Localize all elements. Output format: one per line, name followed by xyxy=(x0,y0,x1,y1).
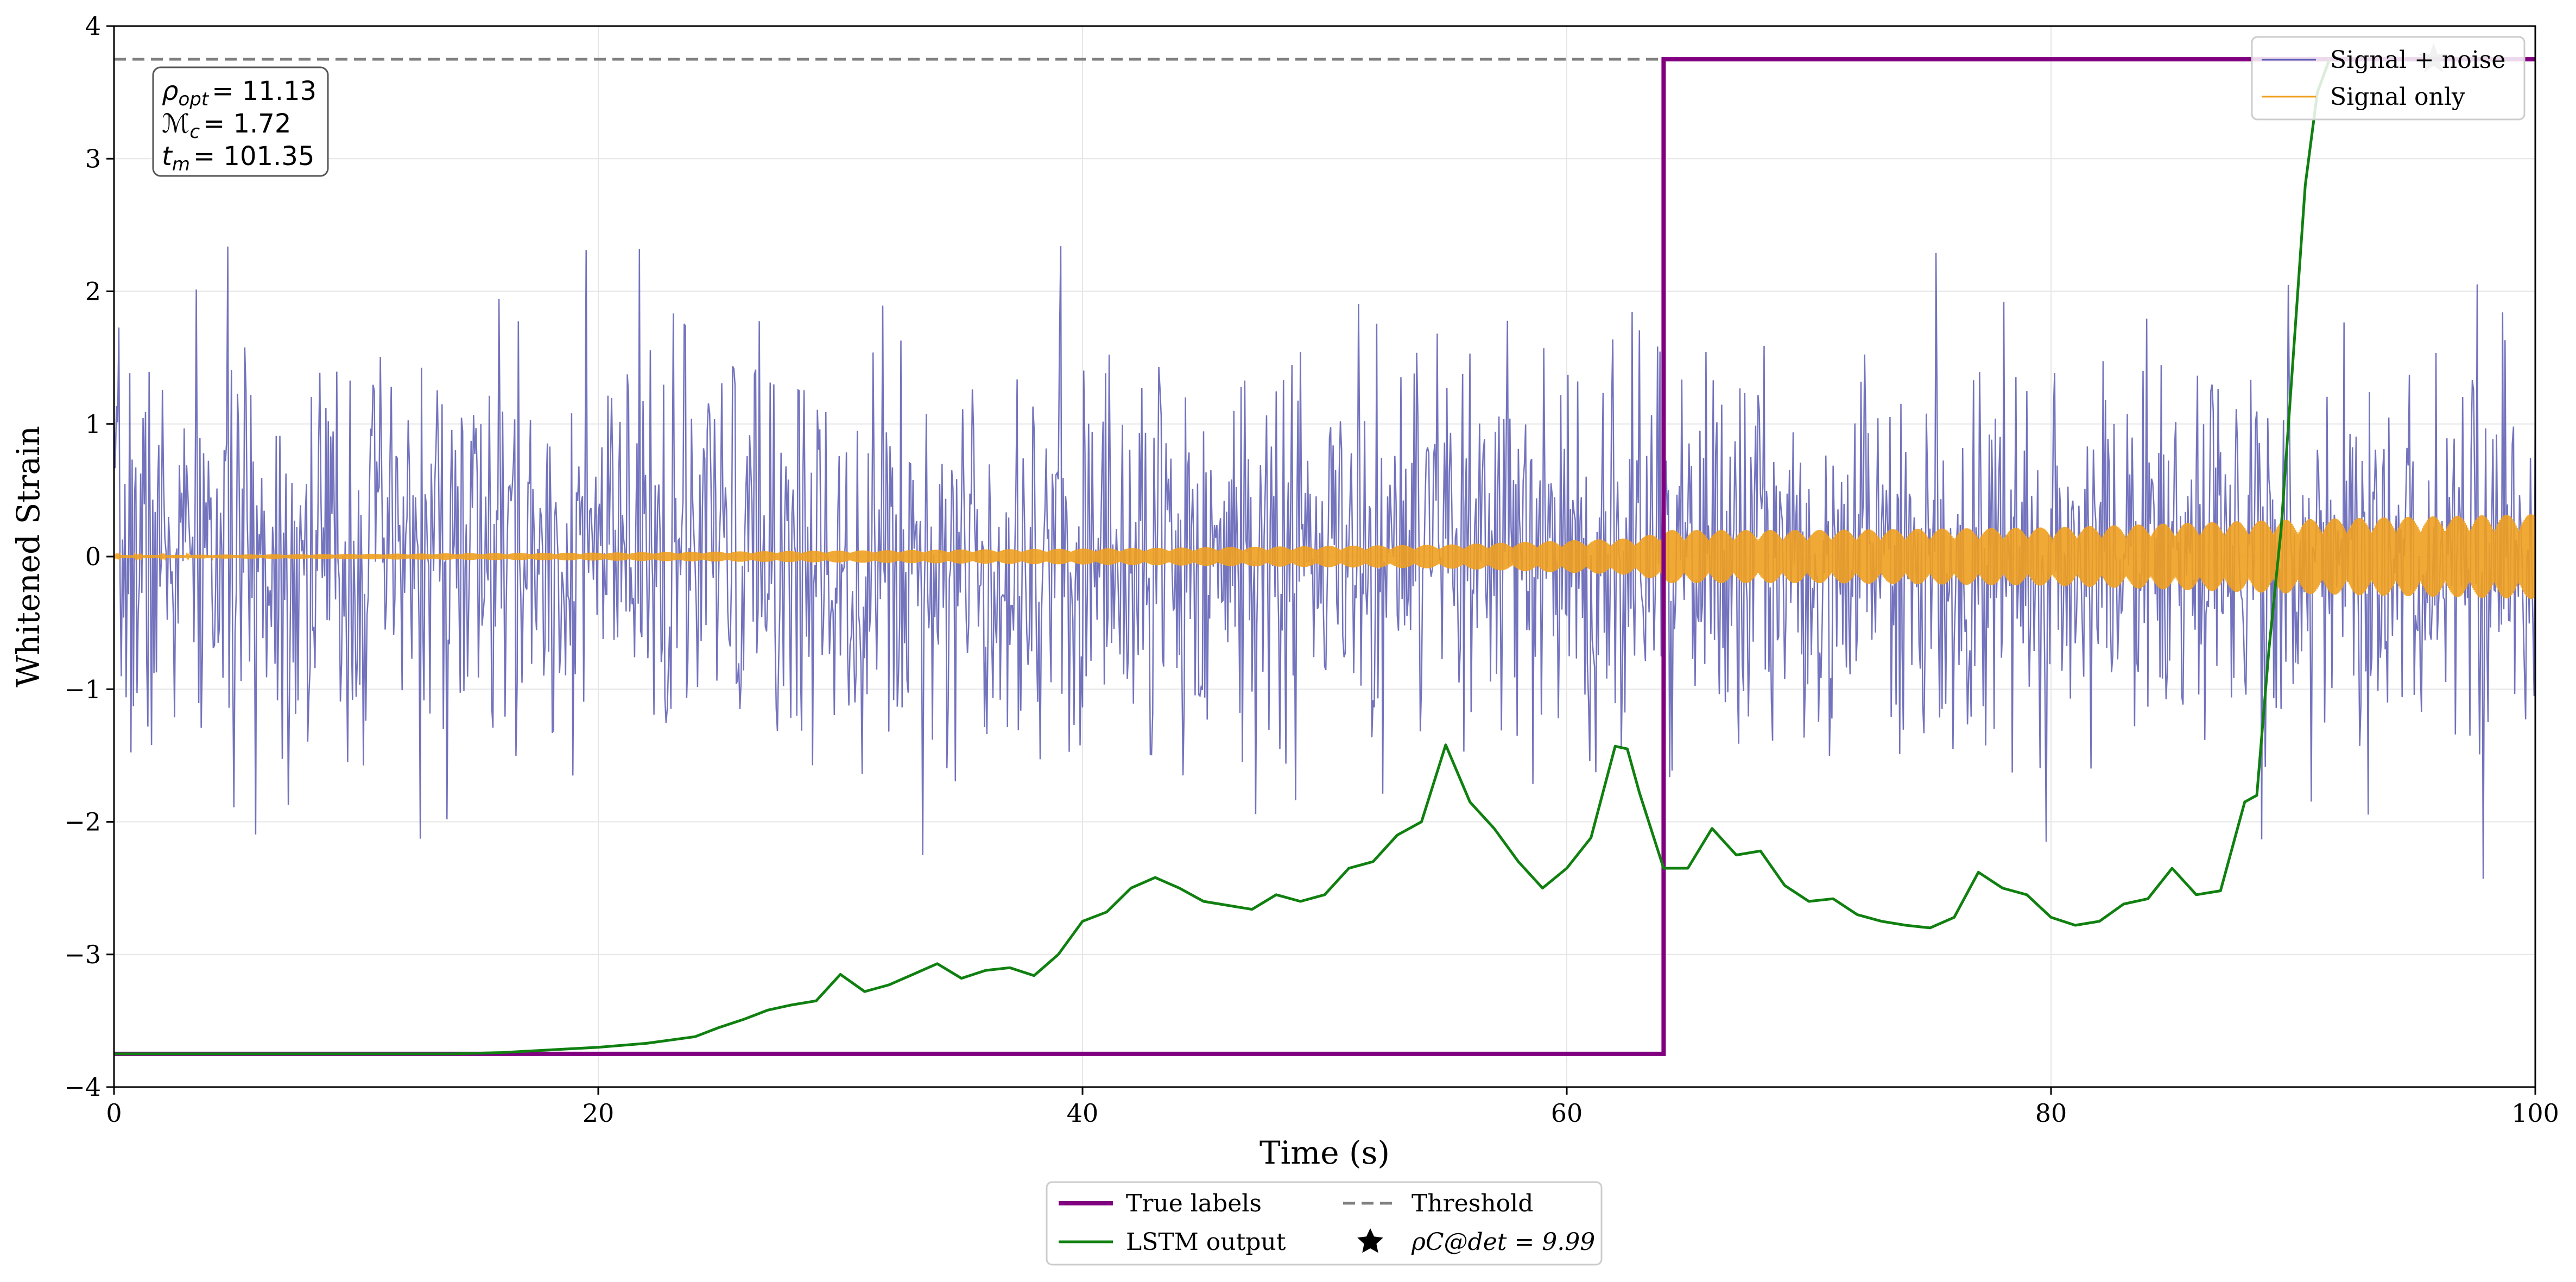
x-tick-label: 0 xyxy=(106,1098,122,1128)
rho-opt-value: = 11.13 xyxy=(212,76,317,106)
legend-detection-label: ρC@det = 9.99 xyxy=(1411,1228,1595,1256)
lstm-layer xyxy=(114,59,2331,1056)
y-tick-label: −1 xyxy=(64,674,101,704)
y-axis-label: Whitened Strain xyxy=(10,426,47,687)
lstm-output-line xyxy=(114,59,2331,1056)
chirp-mass-sub: c xyxy=(189,121,200,143)
t-merge-text: tm = 101.35 xyxy=(162,141,314,175)
noise-layer xyxy=(114,246,2535,879)
rho-opt-text: ρopt = 11.13 xyxy=(162,76,317,110)
y-tick-label: 2 xyxy=(85,277,101,306)
t-merge-sub: m xyxy=(172,154,190,175)
parameter-annotation: ρopt = 11.13 ℳc = 1.72 tm = 101.35 xyxy=(152,66,329,177)
labels-layer xyxy=(114,57,2535,1056)
x-tick-label: 20 xyxy=(583,1098,615,1128)
y-tick-label: 4 xyxy=(85,11,101,41)
t-merge-symbol: t xyxy=(162,141,173,172)
chirp-mass-text: ℳc = 1.72 xyxy=(162,109,291,143)
legend-signal-noise-label: Signal + noise xyxy=(2330,46,2505,74)
y-tick-label: −2 xyxy=(64,807,101,837)
legend-star-icon xyxy=(1357,1228,1383,1253)
x-tick-label: 60 xyxy=(1551,1098,1583,1128)
signal-noise-line xyxy=(114,246,2535,879)
legend-lower-box xyxy=(1046,1181,1603,1266)
legend-signal-only-label: Signal only xyxy=(2330,83,2465,111)
true-labels-line xyxy=(114,57,2535,1056)
y-tick-label: 1 xyxy=(85,409,101,439)
x-tick-label: 100 xyxy=(2511,1098,2559,1128)
y-tick-label: 0 xyxy=(85,542,101,571)
legend-upper: Signal + noise Signal only xyxy=(2251,36,2526,121)
x-tick-label: 40 xyxy=(1067,1098,1099,1128)
legend-threshold-label: Threshold xyxy=(1412,1190,1533,1217)
chirp-mass-symbol: ℳ xyxy=(162,109,189,139)
rho-opt-symbol: ρ xyxy=(162,76,178,106)
rho-opt-sub: opt xyxy=(178,89,209,110)
legend-lower: True labels LSTM output Threshold ρC@det… xyxy=(1046,1181,1603,1266)
chirp-mass-value: = 1.72 xyxy=(203,109,291,139)
signal-only-line xyxy=(114,514,2535,599)
t-merge-value: = 101.35 xyxy=(193,141,314,172)
y-tick-label: −3 xyxy=(64,940,101,969)
x-tick-label: 80 xyxy=(2035,1098,2067,1128)
x-axis-label: Time (s) xyxy=(1259,1134,1390,1171)
legend-lstm-label: LSTM output xyxy=(1126,1228,1286,1256)
signal-layer xyxy=(114,514,2535,599)
plot-area xyxy=(114,57,2535,1056)
legend-upper-box xyxy=(2251,36,2526,121)
annotation-box xyxy=(152,66,329,177)
y-tick-label: −4 xyxy=(64,1072,101,1102)
legend-true-labels-label: True labels xyxy=(1126,1190,1262,1217)
y-tick-label: 3 xyxy=(85,144,101,173)
axis-ticks: 0 20 40 60 80 100 −4 −3 −2 −1 0 1 2 3 4 xyxy=(64,11,2559,1128)
